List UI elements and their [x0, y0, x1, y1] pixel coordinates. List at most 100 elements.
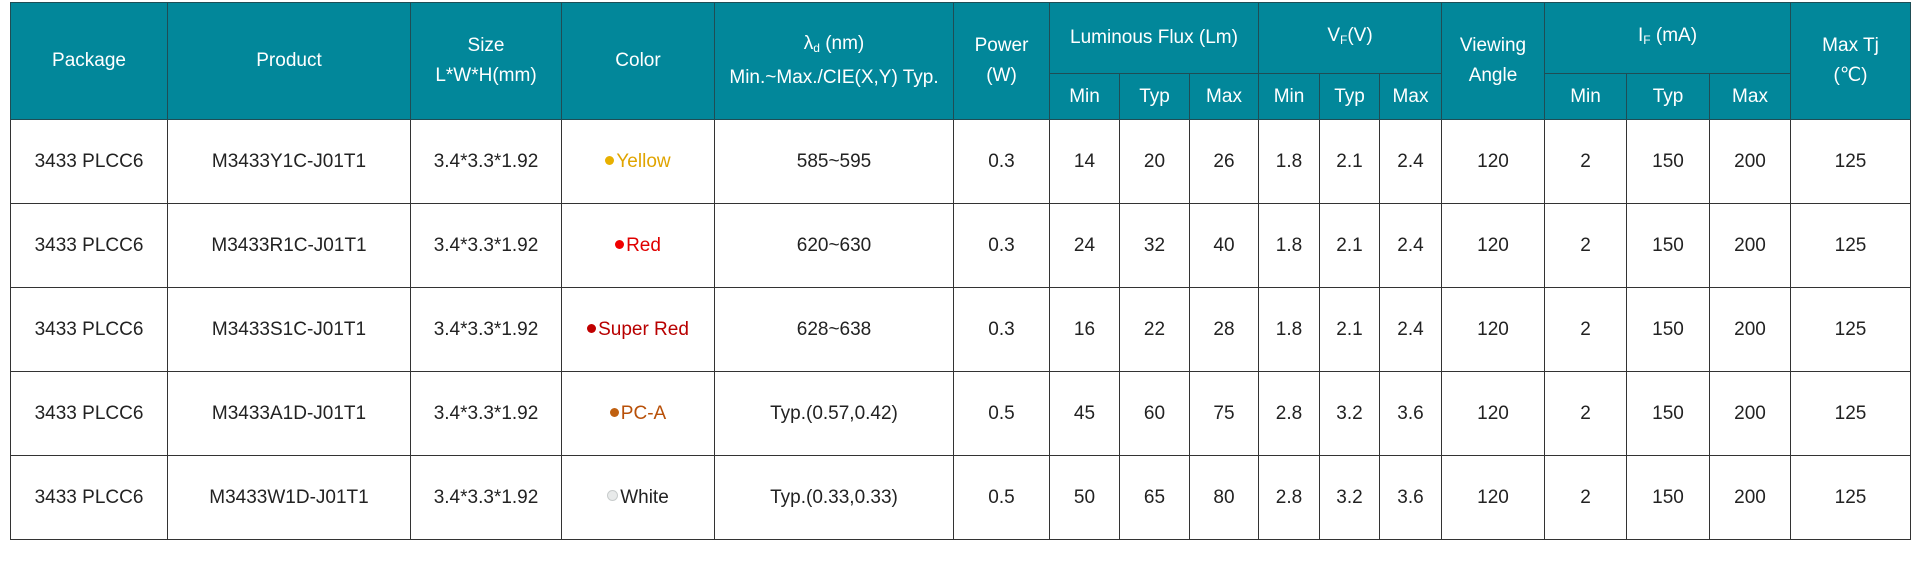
table-row: 3433 PLCC6 M3433A1D-J01T1 3.4*3.3*1.92 PC-A…: [10, 371, 1912, 456]
if-min-cell: 2: [1544, 119, 1627, 204]
header-max-tj: Max Tj (℃): [1790, 2, 1912, 120]
max-tj-cell: 125: [1790, 371, 1912, 456]
header-luminous-flux: Luminous Flux (Lm): [1049, 2, 1259, 74]
vf-min-cell: 2.8: [1258, 455, 1320, 540]
header-vf-max: Max: [1379, 73, 1442, 120]
flux-max-cell: 40: [1189, 203, 1259, 288]
max-tj-cell: 125: [1790, 119, 1912, 204]
flux-max-cell: 80: [1189, 455, 1259, 540]
color-cell: Red: [561, 203, 715, 288]
header-wavelength: λd (nm) Min.~Max./CIE(X,Y) Typ.: [714, 2, 954, 120]
header-vf-typ: Typ: [1319, 73, 1380, 120]
if-max-cell: 200: [1708, 371, 1792, 456]
viewing-angle-cell: 120: [1441, 203, 1545, 288]
power-cell: 0.5: [953, 455, 1050, 540]
flux-typ-cell: 22: [1119, 287, 1190, 372]
header-color: Color: [561, 2, 715, 120]
color-cell: Super Red: [561, 287, 715, 372]
viewing-angle-cell: 120: [1441, 371, 1545, 456]
table-row: 3433 PLCC6 M3433W1D-J01T1 3.4*3.3*1.92 Whit…: [10, 455, 1912, 540]
header-flux-max: Max: [1189, 73, 1259, 120]
power-cell: 0.5: [953, 371, 1050, 456]
if-typ-cell: 150: [1626, 203, 1710, 288]
vf-typ-cell: 2.1: [1319, 287, 1380, 372]
color-dot-icon: [607, 489, 619, 501]
if-typ-cell: 150: [1626, 119, 1710, 204]
header-viewing-angle: Viewing Angle: [1441, 2, 1545, 120]
header-forward-voltage: VF(V): [1258, 2, 1442, 74]
header-if-max: Max: [1708, 73, 1792, 120]
if-typ-cell: 150: [1626, 371, 1710, 456]
header-if-typ: Typ: [1626, 73, 1710, 120]
size-cell: 3.4*3.3*1.92: [410, 287, 562, 372]
power-cell: 0.3: [953, 203, 1050, 288]
header-forward-current: IF (mA): [1543, 2, 1792, 74]
product-cell: M3433R1C-J01T1: [167, 203, 411, 288]
if-min-cell: 2: [1544, 203, 1627, 288]
product-cell: M3433Y1C-J01T1: [167, 119, 411, 204]
vf-max-cell: 3.6: [1379, 371, 1442, 456]
flux-min-cell: 24: [1049, 203, 1120, 288]
flux-min-cell: 45: [1049, 371, 1120, 456]
vf-max-cell: 2.4: [1379, 119, 1442, 204]
led-spec-table: Package Product Size L*W*H(mm) Color λd (…: [10, 2, 1912, 540]
vf-max-cell: 2.4: [1379, 287, 1442, 372]
power-cell: 0.3: [953, 287, 1050, 372]
if-max-cell: 200: [1708, 119, 1792, 204]
package-cell: 3433 PLCC6: [10, 203, 168, 288]
table-row: 3433 PLCC6 M3433R1C-J01T1 3.4*3.3*1.92 Red 6…: [10, 203, 1912, 288]
product-cell: M3433A1D-J01T1: [167, 371, 411, 456]
table-row: 3433 PLCC6 M3433S1C-J01T1 3.4*3.3*1.92 Supe…: [10, 287, 1912, 372]
color-dot-icon: [587, 323, 597, 333]
package-cell: 3433 PLCC6: [10, 119, 168, 204]
vf-min-cell: 1.8: [1258, 119, 1320, 204]
package-cell: 3433 PLCC6: [10, 287, 168, 372]
header-flux-min: Min: [1049, 73, 1120, 120]
table-header: Package Product Size L*W*H(mm) Color λd (…: [10, 2, 1912, 120]
color-cell: PC-A: [561, 371, 715, 456]
flux-min-cell: 16: [1049, 287, 1120, 372]
wavelength-cell: 585~595: [714, 119, 954, 204]
if-max-cell: 200: [1708, 455, 1792, 540]
power-cell: 0.3: [953, 119, 1050, 204]
viewing-angle-cell: 120: [1441, 455, 1545, 540]
flux-typ-cell: 20: [1119, 119, 1190, 204]
max-tj-cell: 125: [1790, 203, 1912, 288]
flux-max-cell: 28: [1189, 287, 1259, 372]
color-dot-icon: [605, 155, 615, 165]
wavelength-cell: Typ.(0.57,0.42): [714, 371, 954, 456]
if-max-cell: 200: [1708, 203, 1792, 288]
vf-min-cell: 1.8: [1258, 287, 1320, 372]
table-row: 3433 PLCC6 M3433Y1C-J01T1 3.4*3.3*1.92 Yell…: [10, 119, 1912, 204]
wavelength-cell: 628~638: [714, 287, 954, 372]
flux-min-cell: 50: [1049, 455, 1120, 540]
if-min-cell: 2: [1544, 371, 1627, 456]
vf-max-cell: 2.4: [1379, 203, 1442, 288]
header-flux-typ: Typ: [1119, 73, 1190, 120]
if-typ-cell: 150: [1626, 455, 1710, 540]
product-cell: M3433W1D-J01T1: [167, 455, 411, 540]
color-label: Yellow: [616, 150, 671, 172]
vf-typ-cell: 3.2: [1319, 371, 1380, 456]
flux-typ-cell: 65: [1119, 455, 1190, 540]
if-min-cell: 2: [1544, 287, 1627, 372]
flux-max-cell: 75: [1189, 371, 1259, 456]
color-cell: Yellow: [561, 119, 715, 204]
flux-max-cell: 26: [1189, 119, 1259, 204]
max-tj-cell: 125: [1790, 455, 1912, 540]
vf-min-cell: 1.8: [1258, 203, 1320, 288]
if-min-cell: 2: [1544, 455, 1627, 540]
color-dot-icon: [615, 239, 625, 249]
flux-typ-cell: 60: [1119, 371, 1190, 456]
color-label: PC-A: [620, 402, 667, 424]
package-cell: 3433 PLCC6: [10, 455, 168, 540]
size-cell: 3.4*3.3*1.92: [410, 119, 562, 204]
header-power: Power (W): [953, 2, 1050, 120]
color-label: White: [620, 486, 669, 508]
table-body: 3433 PLCC6 M3433Y1C-J01T1 3.4*3.3*1.92 Yell…: [10, 119, 1912, 540]
size-cell: 3.4*3.3*1.92: [410, 371, 562, 456]
size-cell: 3.4*3.3*1.92: [410, 455, 562, 540]
vf-typ-cell: 3.2: [1319, 455, 1380, 540]
wavelength-cell: Typ.(0.33,0.33): [714, 455, 954, 540]
if-max-cell: 200: [1708, 287, 1792, 372]
